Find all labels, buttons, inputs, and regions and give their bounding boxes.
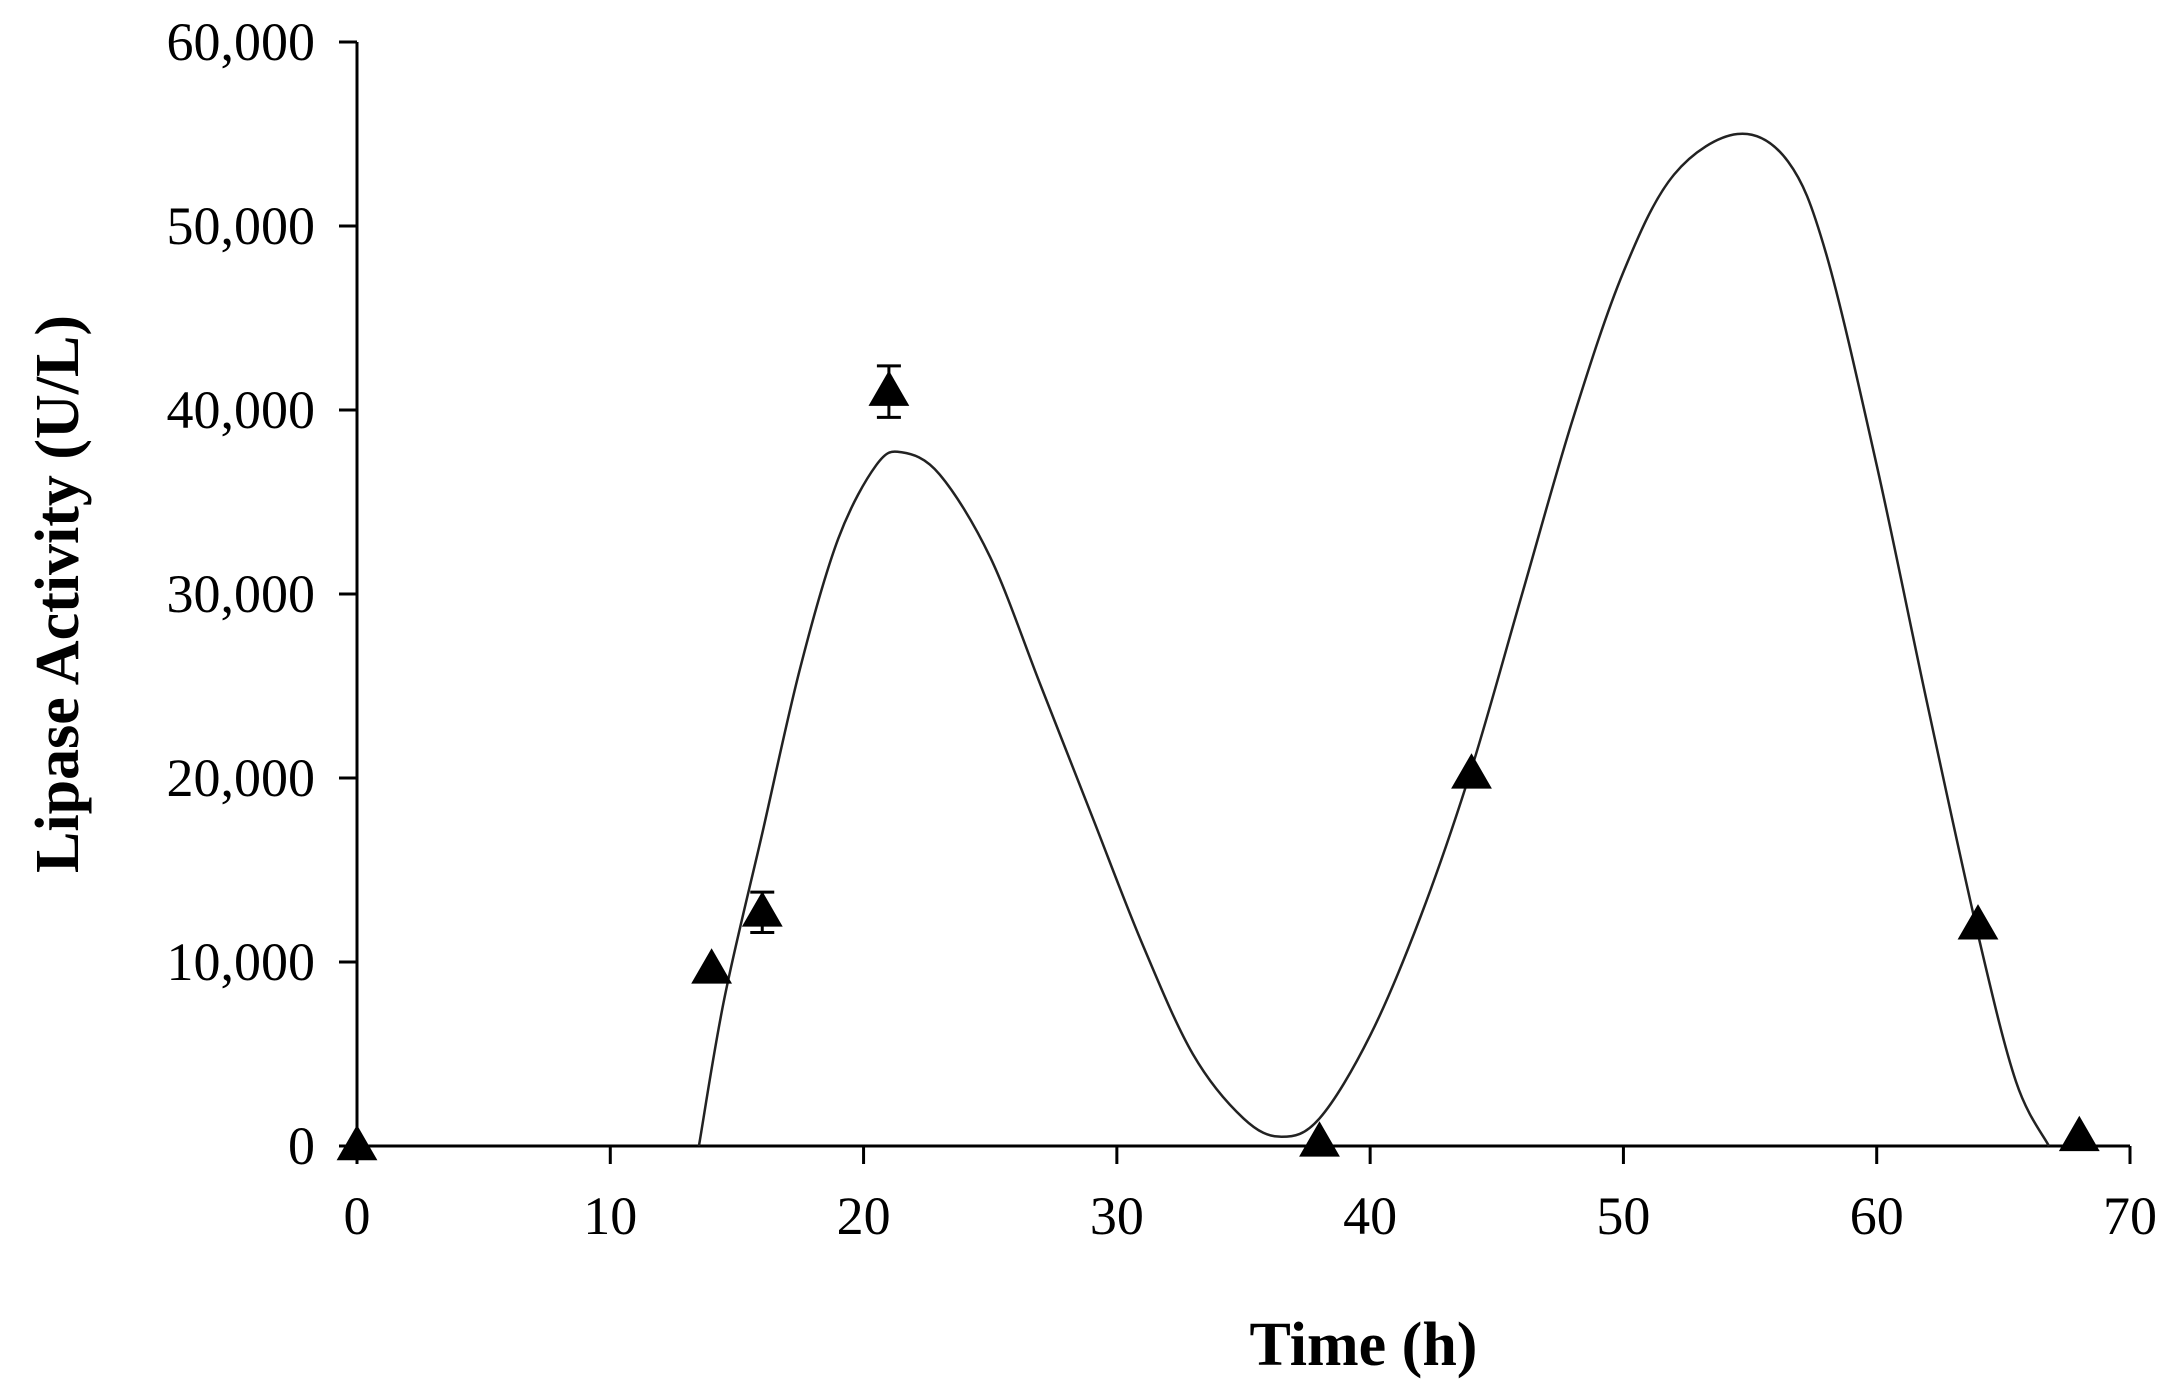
y-tick-label: 20,000: [167, 748, 316, 808]
data-point-markers: [336, 370, 2100, 1161]
data-point-marker: [741, 891, 783, 927]
y-tick-label: 40,000: [167, 380, 316, 440]
y-tick-label: 10,000: [167, 932, 316, 992]
x-tick-label: 50: [1596, 1186, 1650, 1246]
data-point-marker: [336, 1124, 378, 1161]
y-tick-label: 30,000: [167, 564, 316, 624]
data-point-marker: [868, 370, 910, 406]
y-tick-label: 0: [288, 1116, 315, 1176]
x-tick-label: 60: [1850, 1186, 1904, 1246]
y-axis-title: Lipase Activity (U/L): [24, 315, 92, 873]
data-point-marker: [1957, 904, 1999, 940]
axes: [355, 42, 2130, 1148]
y-tick-label: 60,000: [167, 12, 316, 72]
x-tick-label: 40: [1343, 1186, 1397, 1246]
x-tick-label: 30: [1090, 1186, 1144, 1246]
x-tick-label: 10: [583, 1186, 637, 1246]
x-tick-label: 0: [344, 1186, 371, 1246]
data-point-marker: [1299, 1121, 1340, 1157]
error-bars: [750, 364, 901, 935]
data-point-marker: [691, 948, 732, 984]
data-point-marker: [2058, 1115, 2100, 1152]
y-tick-label: 50,000: [167, 196, 316, 256]
x-tick-label: 70: [2103, 1186, 2157, 1246]
x-tick-label: 20: [837, 1186, 891, 1246]
data-point-marker: [1451, 753, 1492, 789]
fit-curve: [697, 132, 2051, 1147]
x-axis-title: Time (h): [1250, 1311, 1478, 1379]
x-axis-ticks: 0 10 20 30 40 50 60 70: [344, 1146, 2157, 1246]
y-axis-ticks: 0 10,000 20,000 30,000 40,000 50,000 60,000: [167, 12, 357, 1176]
